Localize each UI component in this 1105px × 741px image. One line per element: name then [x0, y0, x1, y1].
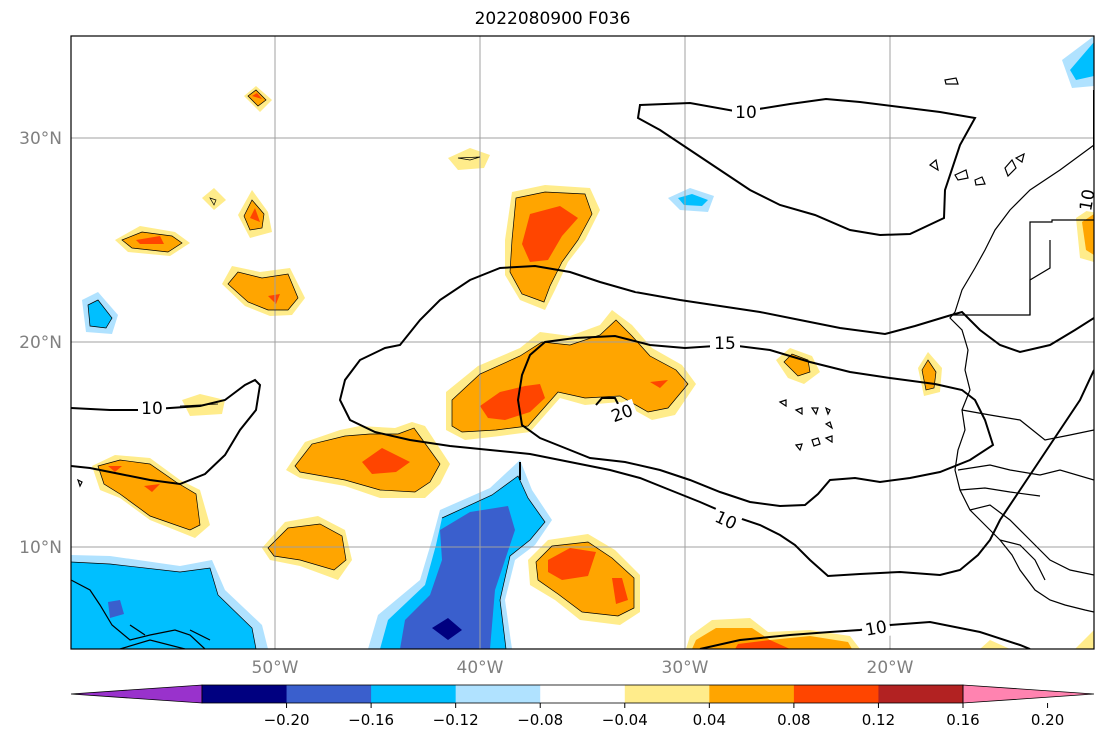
- gridlines: [71, 36, 1094, 649]
- colorbar-segment: [455, 685, 541, 703]
- lon-label: 50°W: [252, 658, 299, 678]
- negative-anomaly-region: [432, 618, 462, 640]
- positive-anomaly-region: [548, 548, 596, 580]
- positive-anomaly-region: [108, 466, 122, 472]
- colorbar-outline: [201, 684, 964, 704]
- positive-anomaly-region: [228, 272, 298, 310]
- colorbar-tick-label: −0.16: [348, 711, 394, 729]
- colorbar-segment: [286, 685, 372, 703]
- contour-label: 10: [864, 617, 889, 640]
- contour-lines: [71, 90, 1094, 649]
- contour-labels: 10 10 15 20 10 10 10: [138, 102, 1099, 641]
- negative-anomaly-region: [400, 506, 515, 649]
- positive-anomaly-region: [612, 578, 628, 604]
- positive-anomaly-region: [248, 90, 266, 106]
- colorbar-segment: [202, 685, 288, 703]
- lon-label: 40°W: [457, 658, 504, 678]
- map-frame: [70, 35, 1095, 650]
- lat-label: 10°N: [19, 538, 62, 558]
- colorbar-segment: [878, 685, 964, 703]
- positive-anomaly-region: [448, 148, 490, 170]
- colorbar-segment: [793, 685, 879, 703]
- colorbar-extend-min: [70, 684, 203, 704]
- colorbar-tick-label: −0.20: [264, 711, 310, 729]
- positive-anomaly-region: [735, 640, 790, 649]
- colorbar-tick-label: −0.04: [602, 711, 648, 729]
- positive-anomaly-region: [144, 484, 160, 492]
- colorbar-tick-label: −0.08: [517, 711, 563, 729]
- positive-anomaly-region: [98, 460, 200, 530]
- contour-label: 10: [735, 103, 757, 123]
- negative-anomaly-region: [88, 300, 112, 328]
- colorbar-tick-label: 0.12: [862, 711, 895, 729]
- positive-anomaly-region: [980, 640, 1010, 649]
- positive-anomaly-region: [692, 628, 852, 649]
- positive-anomaly-region: [1075, 630, 1094, 649]
- positive-anomaly-region: [480, 384, 545, 420]
- contour-label: 10: [141, 399, 163, 419]
- positive-anomaly-region: [522, 206, 578, 262]
- colorbar-segment: [540, 685, 626, 703]
- colorbar-tick-label: 0.04: [693, 711, 726, 729]
- shaded-field: [71, 36, 1094, 649]
- colorbar: −0.20 −0.16 −0.12 −0.08 −0.04 0.04 0.08 0.12 0.1…: [70, 684, 1095, 729]
- negative-anomaly-region: [108, 600, 124, 618]
- negative-anomaly-region: [71, 562, 256, 649]
- coastlines: [71, 77, 1094, 649]
- lon-label: 20°W: [867, 658, 914, 678]
- positive-anomaly-region: [268, 294, 280, 304]
- positive-anomaly-region: [136, 236, 164, 244]
- positive-anomaly-region: [1082, 214, 1094, 255]
- lat-label: 20°N: [19, 333, 62, 353]
- contour-label: 15: [714, 334, 736, 354]
- colorbar-tick-label: 0.20: [1031, 711, 1064, 729]
- positive-anomaly-region: [252, 93, 262, 99]
- colorbar-tick-label: −0.12: [433, 711, 479, 729]
- map-title: 2022080900 F036: [474, 9, 631, 29]
- positive-anomaly-region: [362, 448, 410, 474]
- colorbar-segment: [371, 685, 457, 703]
- colorbar-extend-max: [962, 684, 1095, 704]
- positive-anomaly-region: [250, 208, 260, 222]
- colorbar-segment: [709, 685, 795, 703]
- colorbar-tick-label: 0.08: [777, 711, 810, 729]
- shading-outlines: [71, 89, 937, 649]
- negative-anomaly-region: [1070, 42, 1094, 80]
- contour-label: 10: [1076, 188, 1099, 213]
- colorbar-tick-label: 0.16: [946, 711, 979, 729]
- map-area: 10 10 15 20 10 10 10: [71, 36, 1099, 649]
- colorbar-segment: [624, 685, 710, 703]
- positive-anomaly-region: [650, 380, 668, 388]
- lon-label: 30°W: [662, 658, 709, 678]
- lat-label: 30°N: [19, 129, 62, 149]
